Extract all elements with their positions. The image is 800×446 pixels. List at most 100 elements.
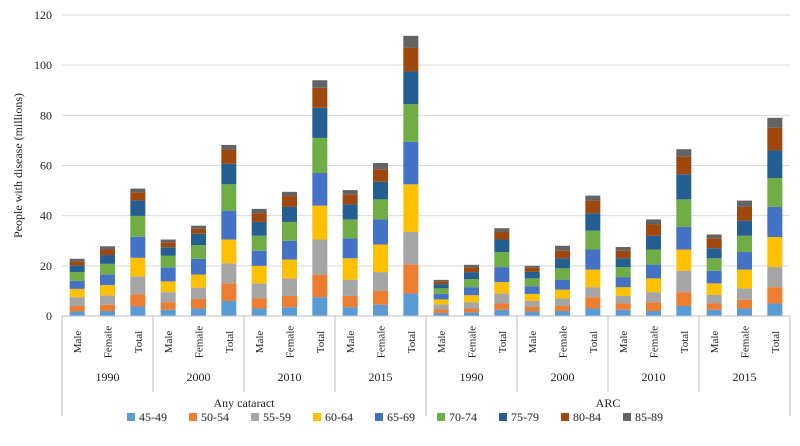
bar-segment-70-74 (69, 272, 85, 281)
bar-segment-45-49 (767, 303, 783, 316)
x-category-label: Male (436, 331, 448, 354)
bar-segment-75-79 (494, 239, 510, 253)
bar-segment-75-79 (69, 265, 85, 273)
legend-label: 80-84 (573, 410, 601, 424)
bar-segment-75-79 (464, 272, 479, 280)
bar-segment-70-74 (646, 249, 661, 265)
bar-segment-70-74 (464, 279, 479, 288)
bar-segment-50-54 (524, 306, 540, 312)
y-tick-label: 20 (40, 259, 52, 273)
bar-segment-80-84 (706, 238, 722, 249)
bar-segment-85-89 (676, 149, 692, 157)
bar-segment-60-64 (676, 249, 692, 271)
bar-segment-85-89 (100, 246, 115, 250)
bar-segment-60-64 (403, 184, 419, 232)
bar-segment-60-64 (282, 259, 297, 279)
bar-segment-60-64 (524, 293, 540, 301)
bar-segment-60-64 (100, 285, 115, 296)
bar-segment-60-64 (706, 283, 722, 295)
bar-segment-55-59 (160, 292, 176, 303)
x-category-label: Total (588, 331, 600, 353)
x-category-label: Total (315, 331, 327, 353)
y-tick-label: 100 (34, 58, 52, 72)
bar-segment-50-54 (100, 304, 115, 311)
bar-segment-80-84 (585, 200, 601, 214)
bar-segment-65-69 (767, 206, 783, 237)
bar-segment-75-79 (555, 258, 570, 269)
bar-segment-60-64 (494, 282, 510, 294)
bar-segment-55-59 (282, 278, 297, 296)
x-axis: Male Female Total 1990 Male Female Total 2000 Ma… (61, 315, 791, 416)
bar-segment-55-59 (706, 294, 722, 304)
bar-segment-80-84 (342, 194, 358, 205)
bar-segment-55-59 (373, 272, 388, 291)
bar-segment-75-79 (373, 181, 388, 200)
bar-segment-85-89 (251, 208, 267, 214)
bar-segment-70-74 (494, 252, 510, 268)
bar-segment-65-69 (191, 258, 206, 275)
bar-segment-50-54 (585, 297, 601, 309)
bar-segment-75-79 (767, 150, 783, 179)
bar-segment-85-89 (69, 258, 85, 262)
bar-segment-55-59 (737, 288, 752, 300)
bar-segment-60-64 (191, 274, 206, 288)
bar-segment-80-84 (615, 250, 631, 259)
bar-segment-70-74 (615, 267, 631, 278)
bar-segment-70-74 (373, 199, 388, 220)
bar-segment-50-54 (69, 305, 85, 312)
bar-segment-80-84 (524, 267, 540, 272)
bar-segment-85-89 (373, 162, 388, 170)
bar-segment-70-74 (767, 178, 783, 207)
bar-segment-85-89 (767, 117, 783, 128)
bar-segment-80-84 (555, 250, 570, 259)
legend-label: 75-79 (511, 410, 539, 424)
bar-segment-85-89 (706, 234, 722, 239)
bar-segment-85-89 (646, 219, 661, 225)
x-category-label: Total (406, 331, 418, 353)
legend-swatch (375, 413, 383, 421)
bar-segment-45-49 (373, 304, 388, 316)
bar-segment-60-64 (130, 257, 146, 277)
bar-segment-70-74 (342, 219, 358, 239)
bar-segment-60-64 (737, 269, 752, 289)
y-tick-label: 60 (40, 159, 52, 173)
bar-segment-70-74 (555, 268, 570, 280)
bar-segment-80-84 (767, 127, 783, 151)
bar-segment-50-54 (191, 298, 206, 309)
y-axis-label: People with disease (millions) (11, 93, 25, 238)
bar-segment-80-84 (373, 169, 388, 182)
bar-segment-70-74 (282, 221, 297, 241)
bar-segment-50-54 (767, 287, 783, 304)
bar-segment-50-54 (130, 294, 146, 307)
x-category-label: Total (133, 331, 145, 353)
bar-segment-60-64 (555, 289, 570, 299)
bar-segment-85-89 (160, 239, 176, 243)
bar-segment-45-49 (676, 305, 692, 316)
bar-segment-60-64 (464, 295, 479, 303)
year-label: 2010 (278, 370, 302, 384)
bar-segment-70-74 (312, 137, 328, 174)
x-category-label: Total (679, 331, 691, 353)
bar-segment-80-84 (737, 206, 752, 221)
bar-segment-75-79 (191, 233, 206, 246)
bar-segment-65-69 (737, 252, 752, 270)
bar-segment-65-69 (433, 293, 449, 300)
bar-segment-80-84 (282, 196, 297, 207)
bar-segment-80-84 (69, 261, 85, 266)
legend-label: 65-69 (387, 410, 415, 424)
year-label: 2000 (187, 370, 211, 384)
bar-segment-50-54 (251, 298, 267, 309)
x-category-label: Female (467, 326, 479, 358)
legend-swatch (561, 413, 569, 421)
x-category-label: Male (618, 331, 630, 354)
bar-segment-85-89 (615, 247, 631, 251)
bar-segment-65-69 (524, 286, 540, 294)
bar-segment-50-54 (160, 302, 176, 310)
bar-segment-85-89 (464, 264, 479, 268)
bar-segment-70-74 (585, 230, 601, 250)
legend-label: 85-89 (635, 410, 663, 424)
x-category-label: Female (649, 326, 661, 358)
bar-segment-80-84 (160, 242, 176, 248)
bar-segment-75-79 (160, 247, 176, 256)
